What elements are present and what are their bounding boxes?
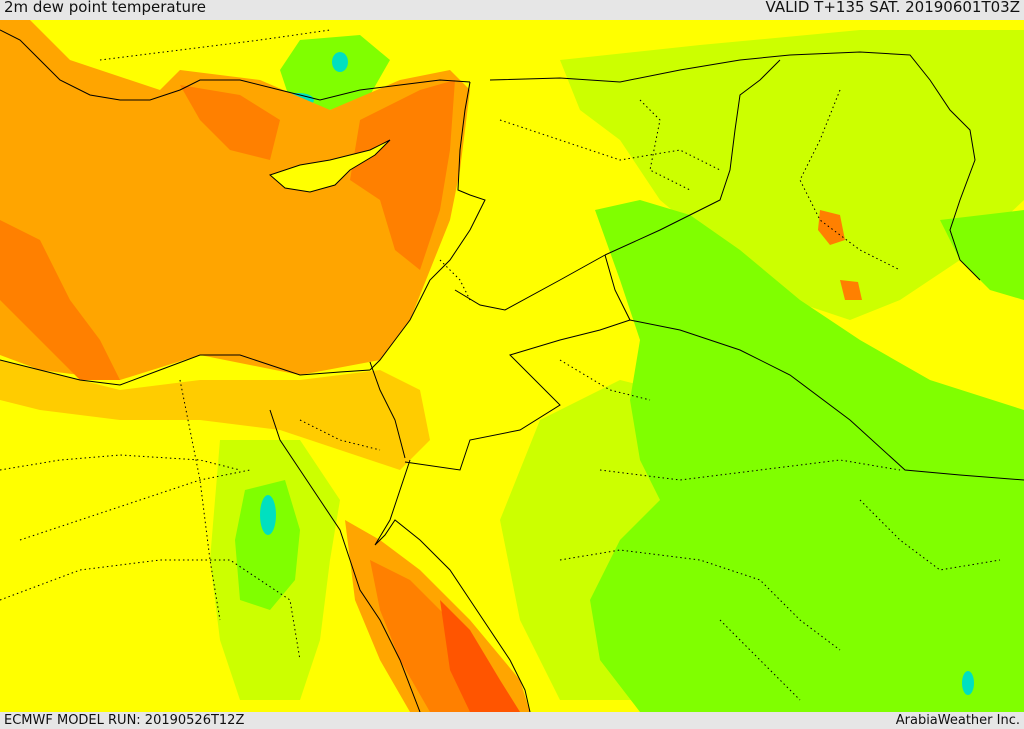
field-orange-patch-iraq [818,210,845,245]
coastline-levant [369,81,486,371]
field-cyan-se [962,671,974,695]
field-orange-patch-iraq-2 [840,280,862,300]
admin-boundaries [0,29,1001,701]
model-run: ECMWF MODEL RUN: 20190526T12Z [4,713,245,728]
coastline-turkey [0,29,471,101]
border-jordan [404,254,631,471]
coastline-gulf-suez [269,409,421,712]
field-orange-sea [0,20,470,380]
border-iraq-saudi [604,254,1024,481]
field-green-ne [940,210,1024,300]
island-cyprus [269,139,391,193]
field-cyan-turkey-2 [332,52,348,72]
credit: ArabiaWeather Inc. [895,713,1020,728]
map-canvas [0,20,1024,712]
field-red-orange-redsea [440,600,520,712]
footer-bar: ECMWF MODEL RUN: 20190526T12Z ArabiaWeat… [0,712,1024,729]
field-dark-orange-2 [350,80,455,270]
border-turkey-syria [489,51,981,281]
coastline-sinai-east [374,459,531,712]
coastline-egypt [0,354,371,386]
field-dark-orange-3 [0,220,120,380]
field-cyan-sinai [260,495,276,535]
header-bar: 2m dew point temperature VALID T+135 SAT… [0,0,1024,20]
dew-point-map[interactable] [0,20,1024,712]
border-syria-iraq [604,59,781,256]
field-light-orange-coast [0,360,430,470]
field-green-turkey [280,35,390,110]
valid-time: VALID T+135 SAT. 20190601T03Z [765,0,1020,16]
field-dark-orange-1 [180,85,280,160]
field-green-sinai [235,480,300,610]
field-yellow-green-north [560,30,1024,320]
map-title: 2m dew point temperature [4,0,207,16]
field-green-iraq-saudi [590,200,1024,712]
border-egypt-israel [369,361,406,459]
